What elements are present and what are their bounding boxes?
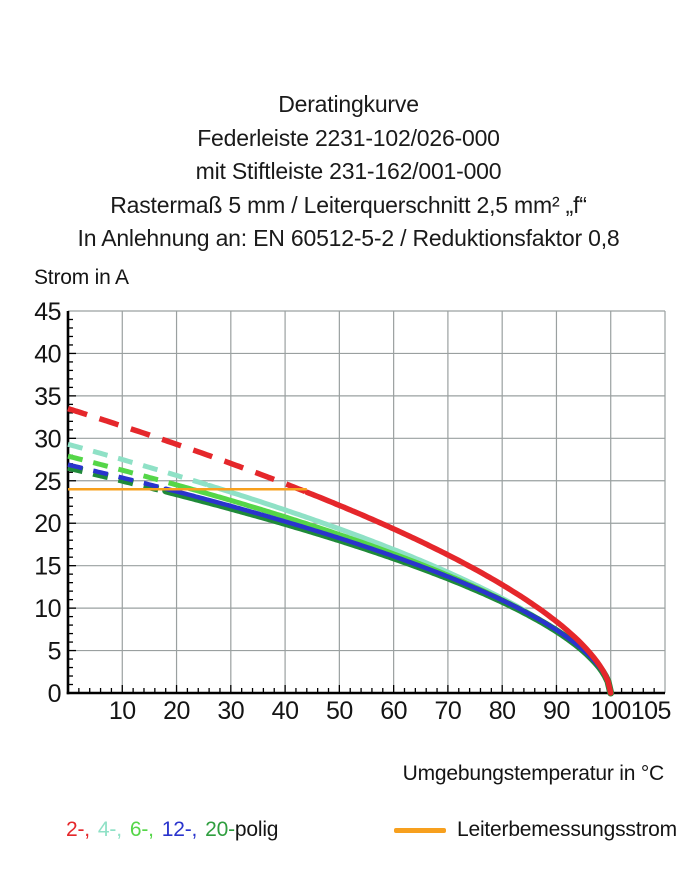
x-tick-label: 50: [326, 697, 353, 725]
curve-20-polig-solid: [162, 487, 615, 697]
x-tick-label: 105: [631, 697, 671, 725]
y-tick-label: 0: [48, 680, 61, 708]
curve-6-polig-dashed: [67, 453, 178, 488]
rated-current-legend: Leiterbemessungsstrom: [394, 818, 677, 842]
poles-legend-items: 2-, 4-, 6-, 12-, 20-: [66, 818, 235, 841]
subtitle-stiftleiste: mit Stiftleiste 231-162/001-000: [195, 158, 502, 184]
pole-legend-12-polig: 12-,: [161, 818, 198, 841]
subtitle-federleiste: Federleiste 2231-102/026-000: [197, 124, 500, 151]
y-tick-label: 40: [34, 340, 61, 368]
chart-title: Deratingkurve: [278, 91, 419, 117]
curve-2-polig-solid: [304, 489, 614, 696]
y-tick-label: 15: [34, 553, 61, 581]
x-tick-label: 80: [489, 697, 516, 725]
x-axis-title: Umgebungstemperatur in °C: [402, 762, 665, 785]
y-tick-label: 10: [34, 595, 61, 623]
x-tick-label: 90: [543, 697, 570, 725]
x-tick-label: 20: [163, 697, 190, 725]
chart-title-block: Deratingkurve Federleiste 2231-102/026-0…: [0, 88, 697, 256]
curve-4-polig-dashed: [67, 441, 210, 488]
x-tick-label: 60: [380, 697, 407, 725]
y-axis-title: Strom in A: [34, 266, 129, 289]
x-tick-label: 10: [109, 697, 136, 725]
rated-current-label: Leiterbemessungsstrom: [457, 818, 677, 841]
y-tick-label: 20: [34, 510, 61, 538]
poles-legend-suffix: polig: [234, 818, 279, 841]
x-tick-label: 30: [217, 697, 244, 725]
pole-legend-20-polig: 20-: [205, 818, 235, 841]
subtitle-norm: In Anlehnung an: EN 60512-5-2 / Reduktio…: [77, 225, 620, 251]
y-tick-label: 30: [34, 425, 61, 453]
pole-legend-6-polig: 6-,: [129, 818, 154, 841]
x-tick-label: 100: [591, 697, 631, 725]
pole-legend-4-polig: 4-,: [97, 818, 122, 841]
rated-current-line-swatch: [394, 827, 446, 833]
x-tick-label: 40: [272, 697, 299, 725]
subtitle-rastermass: Rastermaß 5 mm / Leiterquerschnitt 2,5 m…: [110, 191, 587, 218]
y-tick-label: 25: [34, 468, 61, 496]
y-tick-label: 45: [34, 298, 61, 326]
y-tick-label: 35: [34, 383, 61, 411]
curve-2-polig-dashed: [67, 405, 308, 495]
curve-12-polig-solid: [163, 486, 613, 696]
poles-legend: 2-, 4-, 6-, 12-, 20-polig: [66, 818, 278, 842]
pole-legend-2-polig: 2-,: [66, 818, 90, 841]
x-tick-label: 70: [435, 697, 462, 725]
y-tick-label: 5: [48, 638, 61, 666]
curve-12-polig-dashed: [67, 462, 167, 491]
